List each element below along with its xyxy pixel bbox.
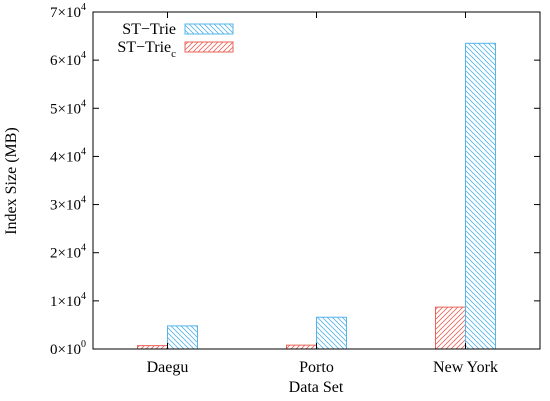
legend-label: ST−Trie: [122, 21, 176, 38]
y-tick-label: 5×104: [50, 98, 86, 117]
y-axis-label: Index Size (MB): [3, 127, 20, 235]
y-tick-label: 1×104: [50, 291, 86, 310]
axis-ticks: [93, 11, 540, 350]
bar-st-trie-c-porto: [286, 344, 317, 350]
y-tick-label: 3×104: [50, 195, 86, 214]
x-axis-label: Data Set: [289, 379, 344, 396]
bar-st-trie-new-york: [465, 42, 496, 350]
bar-st-trie-c-daegu: [137, 345, 168, 350]
y-tick-label: 2×104: [50, 243, 86, 262]
y-tick-label: 6×104: [50, 50, 86, 69]
y-tick-labels: 0×100 1×104 2×104 3×104 4×104 5×104 6×104 7×104: [50, 2, 86, 358]
x-tick-label: Porto: [299, 359, 334, 376]
bar-st-trie-c-new-york: [435, 306, 466, 350]
bars-group: [137, 42, 496, 350]
y-tick-label: 0×100: [50, 339, 86, 358]
legend-swatch: [184, 41, 234, 53]
x-tick-label: Daegu: [147, 359, 189, 376]
y-tick-label: 7×104: [50, 2, 86, 21]
y-tick-label: 4×104: [50, 146, 86, 165]
x-tick-label: New York: [433, 359, 498, 376]
legend-label: ST−Triec: [117, 39, 176, 60]
bar-st-trie-porto: [316, 316, 347, 350]
legend-swatch: [184, 23, 234, 35]
x-tick-labels: Daegu Porto New York: [147, 359, 498, 376]
bar-st-trie-daegu: [167, 325, 198, 350]
